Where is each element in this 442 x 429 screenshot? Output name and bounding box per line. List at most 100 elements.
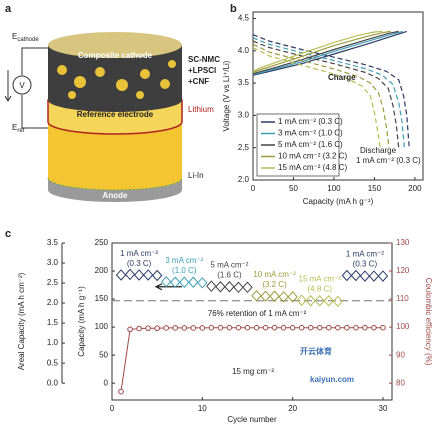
reference-label: Reference electrode [77,110,154,119]
capacity-point [224,280,235,293]
ce-point [136,325,142,332]
capacity-point [251,289,262,302]
capacity-point [377,270,389,282]
x-tick-label: 30 [379,404,388,413]
rate-label: (0.3 C) [353,260,378,269]
y-tick-label: 100 [95,322,109,331]
symbol: E [12,32,17,41]
capacity-point [179,276,190,288]
annotation: 1 mA cm⁻² (0.3 C) [356,156,421,165]
legend-label: 3 mA cm⁻² (1.0 C) [278,129,343,138]
capacity-point [197,277,208,289]
ce-point [271,324,278,331]
y-tick-label: 2.5 [238,143,250,152]
x-tick-label: 150 [368,184,382,193]
ce-point [289,324,296,331]
plot-frame [111,242,393,401]
panel-label: b [230,3,237,15]
interface [47,177,183,191]
discharge-curve [252,46,381,148]
areal-tick-label: 0.0 [47,378,59,387]
particles [57,60,176,99]
areal-tick-label: 0.5 [47,358,59,367]
ce-point [226,324,233,331]
voltmeter-label: V [19,81,25,90]
ce-point [118,388,124,395]
annotation: Discharge [360,146,397,155]
cathode-part: +LPSCl [188,66,216,75]
rate-label: 5 mA cm⁻² [210,260,248,269]
ce-point [316,324,323,331]
anode-label: Anode [103,191,128,200]
panel-c: c 0.0 0.5 1.0 1.5 2.0 2.5 3.0 3.5 Areal Capacity … [5,228,433,424]
capacity-point [350,269,362,282]
arrow [4,70,12,102]
ce-point [163,325,169,331]
voltmeter [12,75,32,95]
discharge-curve [252,34,410,148]
ce-point [353,324,359,331]
watermark: 开云体育 kaiyun.com [300,346,354,384]
discharge-curve [252,43,390,148]
y2-tick-label: 120 [396,266,410,275]
areal-tick-label: 3.0 [47,258,59,267]
capacity-point [305,295,316,307]
ce-point [362,324,368,331]
ce-point [244,324,251,331]
y-tick-label: 3.0 [238,110,250,119]
charge-curve [252,30,403,76]
rate-label: 10 mA cm⁻² [253,270,296,279]
li-in-label: Li-In [188,171,204,180]
panel-label: c [5,228,11,240]
capacity-point [278,291,289,303]
ce-point [199,325,206,331]
ce-point [235,324,242,331]
capacity-point [151,269,163,282]
y-axis-label: Voltage (V vs Li⁺/Li) [222,60,231,131]
discharge-curve [252,40,400,148]
ce-point [127,326,133,333]
subscript: cathode [17,37,39,43]
y2-tick-label: 100 [396,322,410,331]
symbol: E [12,123,17,132]
ce-point [298,324,305,331]
areal-tick-label: 2.0 [47,298,59,307]
y-tick-label: 250 [95,238,109,247]
ce-point [172,325,179,331]
discharge-curve [252,37,405,148]
areal-tick-label: 2.5 [47,278,59,287]
capacity-point [170,276,181,288]
x-tick-label: 100 [327,184,341,193]
ce-point [280,324,287,331]
capacity-point [215,280,226,293]
legend-label: 1 mA cm⁻² (0.3 C) [278,117,343,126]
ce-point [262,324,269,331]
rate-label: 15 mA cm⁻² [299,274,342,283]
capacity-point [242,281,253,294]
capacity-point [188,276,199,288]
capacity-point [161,275,172,288]
y-tick-label: 2.0 [238,175,250,184]
loading-label: 15 mg cm⁻² [232,367,274,376]
cathode-top [48,32,182,58]
capacity-point [260,290,271,303]
cathode-part: SC-NMC [188,55,220,64]
y-axis-label: Capacity (mA h g⁻¹) [77,286,86,357]
x-axis-label: Cycle number [227,415,277,424]
rate-label: (0.3 C) [127,259,152,268]
x-tick-label: 10 [198,404,207,413]
lithium-label: Lithium [188,105,214,114]
capacity-point [133,269,145,281]
y2-tick-label: 130 [396,238,410,247]
y-tick-label: 150 [95,294,109,303]
ce-point [217,324,224,331]
capacity-point [296,294,307,306]
plot-frame [252,11,424,181]
x-tick-label: 0 [110,404,115,413]
ce-point [307,324,314,331]
rate-label: (1.6 C) [217,270,242,279]
capacity-point [368,270,380,282]
y2-tick-label: 80 [396,378,405,387]
y-tick-label: 50 [99,350,108,359]
capacity-point [115,269,127,281]
